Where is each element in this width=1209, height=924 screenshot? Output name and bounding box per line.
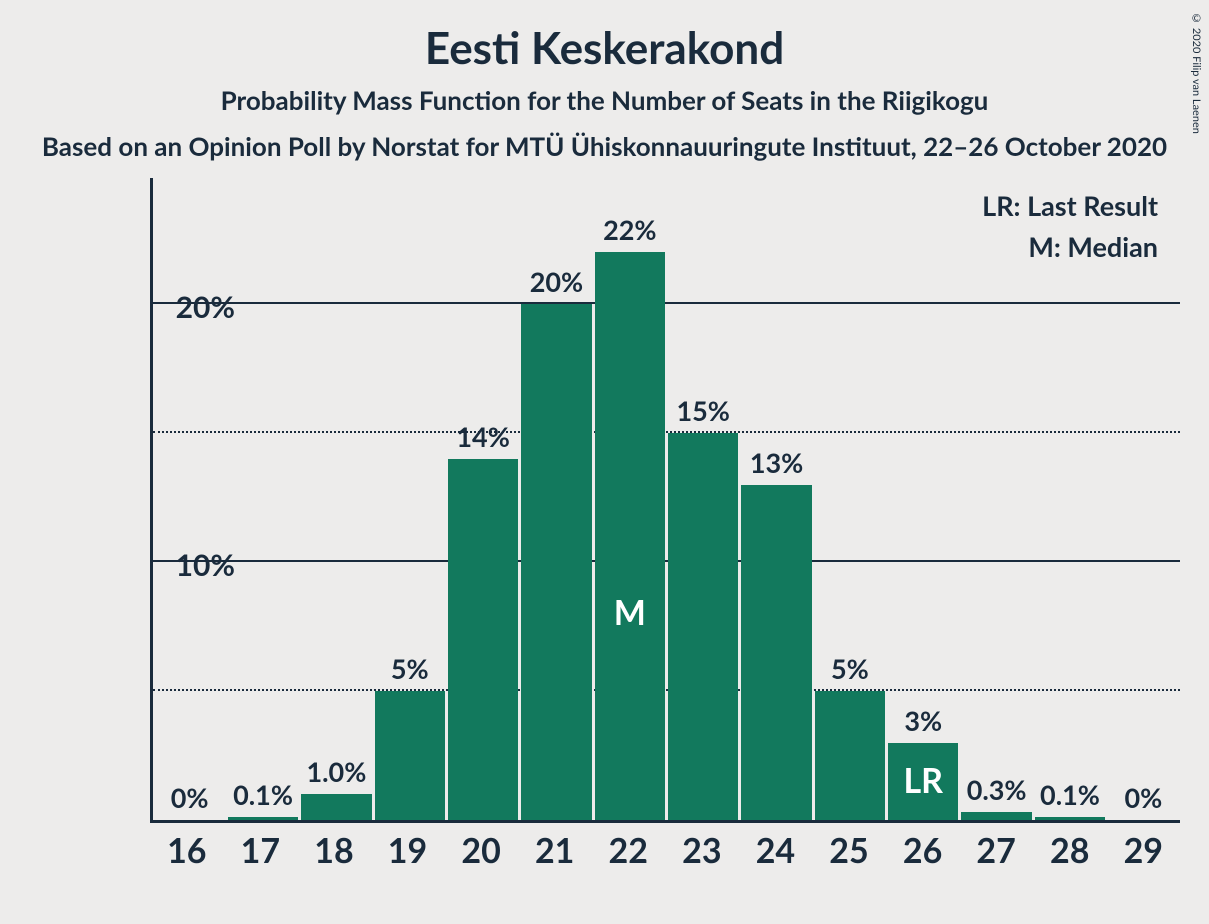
bar-value-label: 15% <box>676 394 729 427</box>
bar-value-label: 0.3% <box>967 773 1027 806</box>
x-tick-label: 19 <box>371 830 445 871</box>
chart-subtitle: Probability Mass Function for the Number… <box>0 84 1209 116</box>
copyright-text: © 2020 Filip van Laenen <box>1190 12 1203 134</box>
bar-value-label: 0.1% <box>1040 778 1100 811</box>
bar <box>1035 817 1105 820</box>
chart-titles: Eesti Keskerakond Probability Mass Funct… <box>0 0 1209 162</box>
x-tick-label: 23 <box>665 830 739 871</box>
bar-slot: 1.0% <box>300 178 373 820</box>
chart-title: Eesti Keskerakond <box>0 22 1209 74</box>
x-labels: 1617181920212223242526272829 <box>150 830 1180 871</box>
bar-value-label: 0% <box>1124 781 1162 814</box>
x-tick-label: 17 <box>224 830 298 871</box>
bar-slot: 22% M <box>593 178 666 820</box>
bar-slot: 15% <box>667 178 740 820</box>
x-tick-label: 24 <box>739 830 813 871</box>
bar-value-label: 5% <box>391 652 429 685</box>
bar <box>815 691 885 820</box>
bar-value-label: 0.1% <box>233 778 293 811</box>
bar-slot: 5% <box>373 178 446 820</box>
x-tick-label: 21 <box>518 830 592 871</box>
bar <box>595 252 665 820</box>
bars-group: 0% 0.1% 1.0% 5% 14% 20% 22% M 15% 13% 5% 3% LR 0.3% 0.… <box>153 178 1180 820</box>
bar-slot: 0.1% <box>1033 178 1106 820</box>
bar <box>521 304 591 820</box>
bar-value-label: 0% <box>171 781 209 814</box>
bar-slot: 0.1% <box>226 178 299 820</box>
bar-value-label: 5% <box>831 652 869 685</box>
bar <box>375 691 445 820</box>
y-tick-label: 10% <box>155 547 235 583</box>
last-result-marker: LR <box>904 760 944 801</box>
x-tick-label: 27 <box>959 830 1033 871</box>
bar-slot: 5% <box>813 178 886 820</box>
x-tick-label: 20 <box>444 830 518 871</box>
bar-value-label: 3% <box>904 704 942 737</box>
x-tick-label: 25 <box>812 830 886 871</box>
bar-value-label: 13% <box>750 446 803 479</box>
bar <box>448 459 518 820</box>
bar <box>741 485 811 820</box>
x-tick-label: 22 <box>591 830 665 871</box>
bar-value-label: 1.0% <box>306 755 366 788</box>
x-tick-label: 29 <box>1107 830 1181 871</box>
bar-slot: 3% LR <box>887 178 960 820</box>
bar <box>301 794 371 820</box>
chart-baseline: Based on an Opinion Poll by Norstat for … <box>0 130 1209 162</box>
bar-value-label: 22% <box>603 213 656 246</box>
x-tick-label: 26 <box>886 830 960 871</box>
bar-slot: 20% <box>520 178 593 820</box>
x-tick-label: 16 <box>150 830 224 871</box>
bar-slot: 0% <box>153 178 226 820</box>
x-tick-label: 18 <box>297 830 371 871</box>
median-marker: M <box>614 592 646 633</box>
bar <box>228 817 298 820</box>
bar-value-label: 14% <box>456 420 509 453</box>
bar-value-label: 20% <box>530 265 583 298</box>
plot-area: LR: Last Result M: Median 0%0.1%1.0%5%14… <box>150 178 1180 823</box>
bar-slot: 0.3% <box>960 178 1033 820</box>
chart-container: LR: Last Result M: Median 0%0.1%1.0%5%14… <box>60 178 1180 888</box>
y-tick-label: 20% <box>155 289 235 325</box>
bar-slot: 13% <box>740 178 813 820</box>
x-tick-label: 28 <box>1033 830 1107 871</box>
bar-slot: 14% <box>446 178 519 820</box>
bar <box>668 433 738 820</box>
bar <box>961 812 1031 820</box>
bar-slot: 0% <box>1107 178 1180 820</box>
